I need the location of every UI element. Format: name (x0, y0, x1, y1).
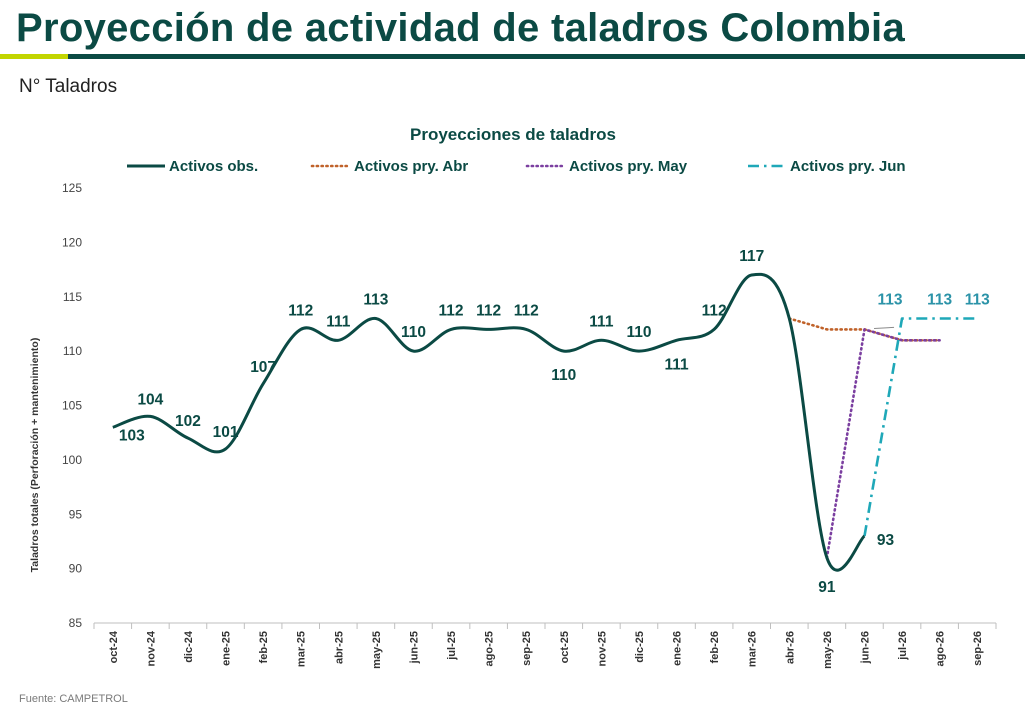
x-tick-label: dic-24 (183, 630, 195, 663)
series-line (863, 317, 978, 537)
data-label: 107 (250, 359, 276, 376)
data-label: 112 (476, 302, 501, 319)
data-label: 112 (439, 302, 464, 319)
x-tick-label: jun-26 (859, 631, 871, 664)
data-label: 110 (551, 367, 576, 384)
y-tick-label: 115 (63, 290, 82, 304)
x-tick-label: mar-25 (296, 631, 308, 667)
series-layer (112, 272, 978, 572)
series-line (825, 328, 941, 560)
x-tick-label: abr-25 (333, 631, 345, 664)
x-tick-label: ene-26 (672, 631, 684, 666)
x-tick-label: oct-25 (559, 631, 571, 663)
legend-label: Activos pry. Jun (790, 158, 906, 175)
y-tick-label: 90 (69, 562, 83, 576)
legend-label: Activos obs. (169, 158, 258, 175)
data-label: 112 (514, 302, 539, 319)
x-tick-label: jul-26 (897, 631, 909, 661)
y-axis-title: Taladros totales (Perforación + mantenim… (29, 338, 41, 573)
x-tick-label: jul-25 (446, 631, 458, 661)
series-line (112, 272, 866, 572)
data-label: 113 (927, 292, 952, 309)
data-label: 104 (137, 391, 163, 408)
y-axis: 85 90 95 100 105 110 115 120 125 (62, 181, 82, 630)
title-underline-accent (0, 54, 68, 59)
x-tick-label: abr-26 (784, 631, 796, 664)
title-underline (0, 54, 1025, 59)
chart-legend: Activos obs. Activos pry. Abr Activos pry.… (127, 158, 906, 175)
y-tick-label: 110 (63, 344, 82, 358)
data-label: 110 (626, 324, 651, 341)
data-label: 93 (877, 532, 895, 549)
y-tick-label: 125 (62, 181, 82, 195)
data-label: 111 (326, 313, 351, 330)
x-tick-label: oct-24 (108, 630, 120, 663)
y-tick-label: 100 (62, 453, 82, 467)
y-tick-label: 120 (62, 235, 82, 249)
x-tick-label: sep-26 (972, 631, 984, 666)
label-leader-line (874, 326, 895, 329)
x-tick-label: mar-26 (747, 631, 759, 667)
x-tick-label: nov-24 (145, 630, 157, 666)
data-label: 113 (965, 292, 990, 309)
x-tick-label: nov-25 (596, 631, 608, 666)
data-label: 102 (175, 413, 201, 430)
chart-title: Proyecciones de taladros (410, 125, 616, 144)
data-labels: 103 104 102 101 107 112 111 113 110 112 112 112 110 1… (119, 248, 990, 596)
data-label: 110 (401, 324, 426, 341)
y-tick-label: 95 (69, 507, 83, 521)
x-tick-label: feb-25 (258, 631, 270, 663)
chart-unit-label: N° Taladros (19, 76, 118, 97)
data-label: 111 (589, 313, 614, 330)
x-tick-label: may-26 (822, 631, 834, 669)
x-tick-label: may-25 (371, 631, 383, 669)
data-label: 117 (739, 248, 764, 265)
x-tick-label: ago-26 (935, 631, 947, 666)
y-tick-label: 85 (69, 616, 83, 630)
data-label: 91 (818, 579, 836, 596)
x-tick-label: dic-25 (634, 631, 646, 663)
data-label: 101 (213, 424, 239, 441)
drilling-rigs-line-chart: Proyecciones de taladros Activos obs. Act… (29, 125, 997, 669)
x-axis: oct-24 nov-24 dic-24 ene-25 feb-25 mar-25 abr-… (93, 622, 997, 669)
data-label: 112 (288, 302, 313, 319)
legend-label: Activos pry. May (569, 158, 688, 175)
x-tick-label: ene-25 (221, 631, 233, 666)
legend-label: Activos pry. Abr (354, 158, 468, 175)
data-label: 112 (702, 302, 727, 319)
x-tick-label: jun-25 (408, 631, 420, 664)
data-label: 111 (664, 356, 689, 373)
source-note: Fuente: CAMPETROL (19, 693, 128, 705)
data-label: 103 (119, 427, 145, 444)
data-label: 113 (878, 292, 903, 309)
y-tick-label: 105 (62, 399, 82, 413)
x-tick-label: sep-25 (521, 631, 533, 666)
x-tick-label: feb-26 (709, 631, 721, 663)
x-tick-label: ago-25 (484, 631, 496, 666)
data-label: 113 (363, 292, 388, 309)
page-title: Proyección de actividad de taladros Colo… (16, 6, 906, 50)
